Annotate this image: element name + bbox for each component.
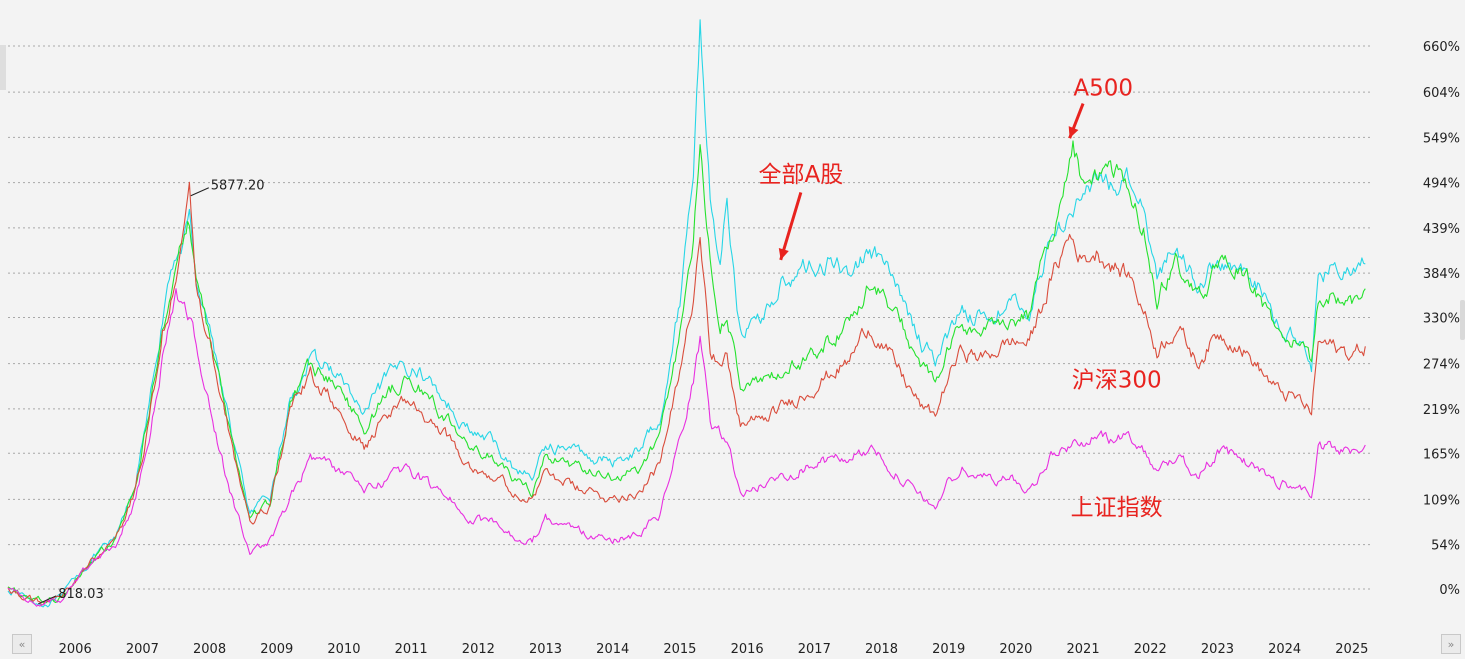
y-tick-label: 439%: [1423, 222, 1460, 237]
x-tick-label: 2020: [999, 642, 1032, 657]
y-tick-label: 219%: [1423, 403, 1460, 418]
y-tick-label: 165%: [1423, 447, 1460, 462]
x-tick-label: 2021: [1067, 642, 1100, 657]
x-tick-label: 2012: [462, 642, 495, 657]
y-axis: 0% 54% 109% 165% 219% 274% 330% 384% 439% 494% 549…: [1423, 40, 1460, 598]
x-tick-label: 2015: [663, 642, 696, 657]
x-tick-label: 2008: [193, 642, 226, 657]
x-tick-label: 2025: [1335, 642, 1368, 657]
x-tick-label: 2022: [1134, 642, 1167, 657]
series-line: [7, 140, 1366, 604]
x-tick-label: 2007: [126, 642, 159, 657]
x-tick-label: 2018: [865, 642, 898, 657]
y-tick-label: 330%: [1423, 312, 1460, 327]
x-tick-label: 2016: [731, 642, 764, 657]
y-tick-label: 494%: [1423, 177, 1460, 192]
y-tick-label: 604%: [1423, 86, 1460, 101]
x-tick-label: 2013: [529, 642, 562, 657]
y-tick-label: 660%: [1423, 40, 1460, 55]
scroll-left-button[interactable]: «: [12, 634, 32, 654]
annotation-arrow: [779, 192, 803, 261]
x-tick-label: 2017: [798, 642, 831, 657]
x-tick-label: 2009: [260, 642, 293, 657]
annotation-label: 上证指数: [1071, 495, 1163, 521]
series-lines: [7, 19, 1366, 608]
y-tick-label: 109%: [1423, 493, 1460, 508]
y-tick-label: 549%: [1423, 131, 1460, 146]
annotation-arrowhead: [778, 248, 789, 260]
peak-label: 5877.20: [211, 179, 265, 194]
series-line: [7, 288, 1366, 607]
y-tick-label: 0%: [1439, 583, 1460, 598]
y-tick-label: 384%: [1423, 267, 1460, 282]
annotation-label: A500: [1073, 75, 1133, 101]
x-tick-label: 2006: [59, 642, 92, 657]
left-edge-strip: [0, 45, 6, 90]
grid-lines: [8, 45, 1370, 590]
x-tick-label: 2023: [1201, 642, 1234, 657]
x-tick-label: 2011: [395, 642, 428, 657]
peak-arrow: [38, 595, 57, 605]
x-tick-label: 2019: [932, 642, 965, 657]
annotation-arrowhead: [1068, 126, 1079, 139]
x-tick-label: 2024: [1268, 642, 1301, 657]
peak-label: 818.03: [58, 587, 103, 602]
annotation-label: 沪深300: [1072, 367, 1162, 393]
annotation-label: 全部A股: [758, 162, 843, 188]
peak-arrow: [190, 187, 209, 197]
y-tick-label: 54%: [1431, 539, 1460, 554]
x-axis: 2006 2007 2008 2009 2010 2011 2012 2013 2014 2015…: [59, 642, 1369, 657]
y-tick-label: 274%: [1423, 358, 1460, 373]
series-line: [7, 19, 1366, 608]
series-line: [7, 181, 1366, 606]
vertical-scrollbar-thumb[interactable]: [1460, 300, 1465, 340]
x-tick-label: 2014: [596, 642, 629, 657]
scroll-right-button[interactable]: »: [1441, 634, 1461, 654]
x-tick-label: 2010: [327, 642, 360, 657]
